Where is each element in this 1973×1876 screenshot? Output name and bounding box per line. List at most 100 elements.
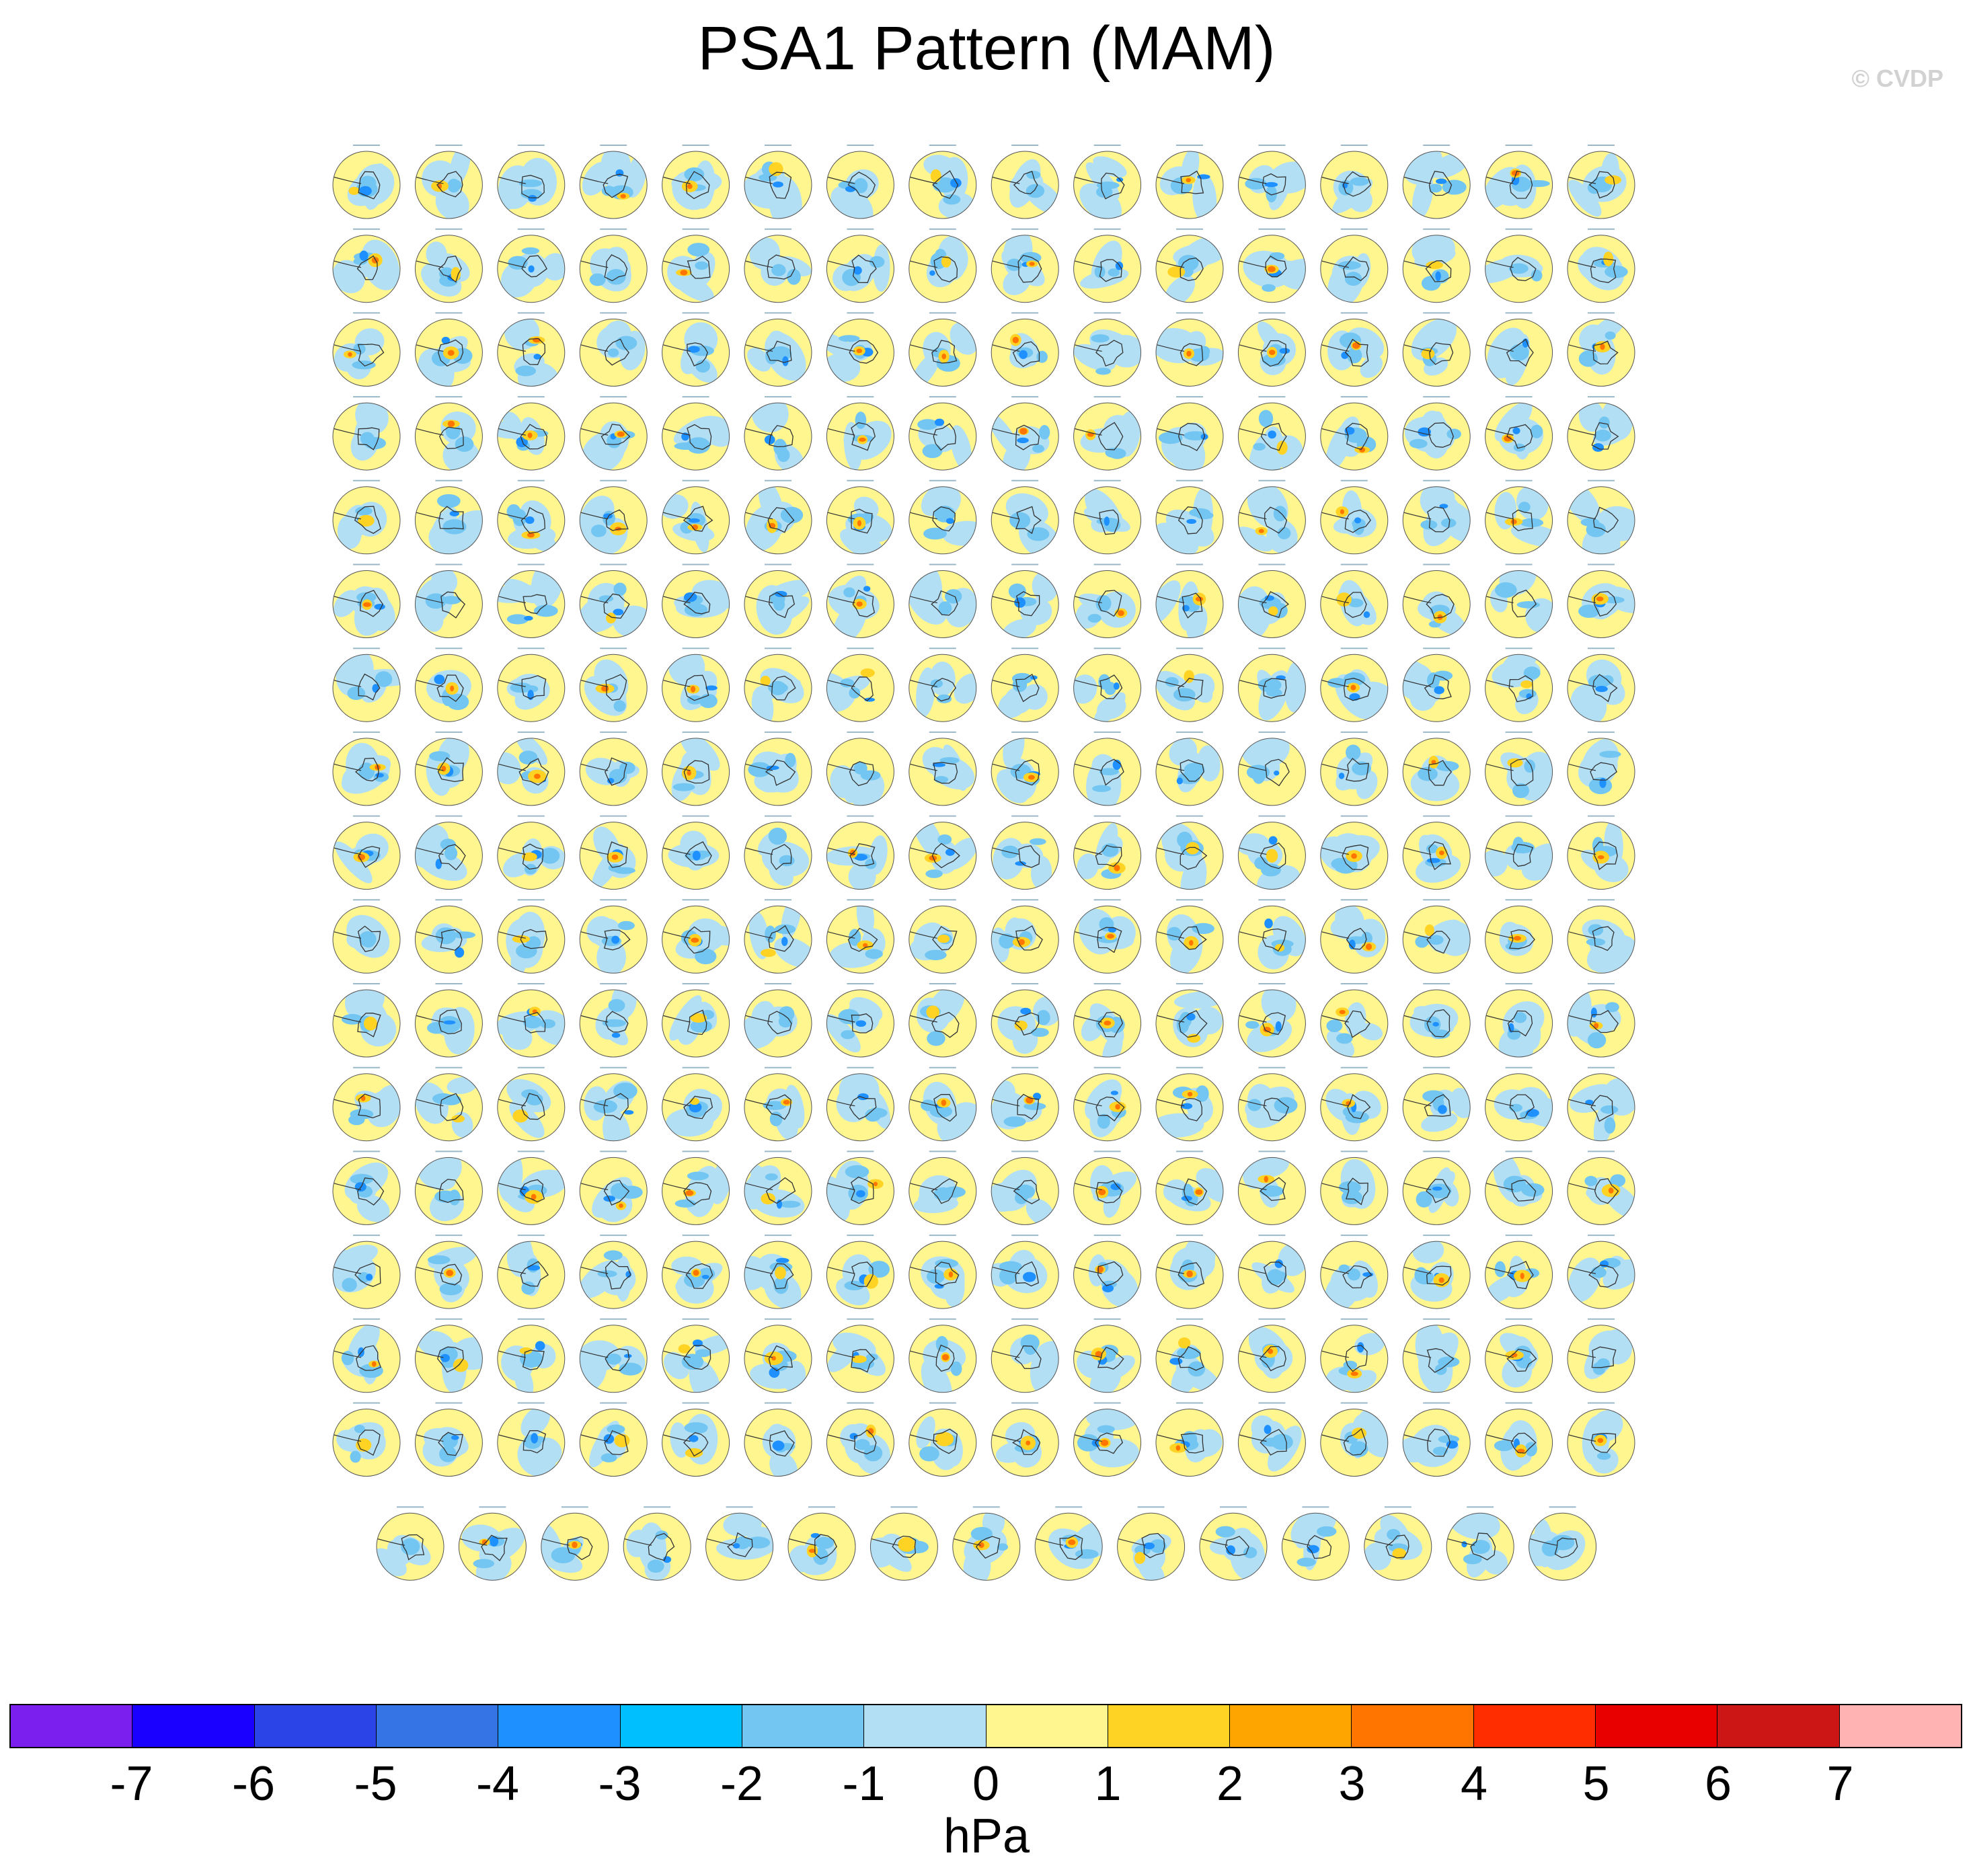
colorbar-segment — [1352, 1705, 1474, 1747]
map-panel — [1485, 1235, 1553, 1309]
map-panel — [1567, 1402, 1635, 1477]
map-panel — [1155, 312, 1224, 387]
map-panel — [826, 731, 894, 806]
map-panel — [497, 983, 566, 1058]
colorbar-segment — [132, 1705, 255, 1747]
map-panel — [1155, 648, 1224, 722]
map-panel — [579, 731, 648, 806]
map-panel — [908, 983, 977, 1058]
map-panel — [579, 396, 648, 471]
map-panel — [1073, 731, 1142, 806]
map-panel — [662, 648, 730, 722]
colorbar-segment — [254, 1705, 377, 1747]
map-panel — [1237, 228, 1306, 303]
map-panel — [1073, 228, 1142, 303]
map-panel — [332, 312, 401, 387]
map-panel — [1320, 1066, 1389, 1142]
map-panel — [497, 563, 566, 638]
map-panel — [579, 1235, 648, 1309]
map-panel — [1155, 479, 1224, 555]
map-panel — [1237, 899, 1306, 974]
map-panel — [908, 1402, 977, 1477]
colorbar-segment — [1839, 1705, 1961, 1747]
map-panel — [1237, 731, 1306, 806]
colorbar-tick-label: -1 — [842, 1757, 886, 1811]
map-panel — [1073, 899, 1142, 974]
map-panel — [1155, 396, 1224, 471]
colorbar-segment — [742, 1705, 865, 1747]
map-panel — [908, 312, 977, 387]
map-panel — [1237, 1235, 1306, 1309]
map-panel — [744, 983, 812, 1058]
map-panel — [991, 228, 1059, 303]
map-panel — [1364, 1506, 1432, 1581]
map-panel — [1155, 731, 1224, 806]
map-panel — [1073, 815, 1142, 890]
map-panel — [1402, 479, 1471, 555]
map-panel — [1237, 563, 1306, 638]
map-panel — [1567, 815, 1635, 890]
colorbar-tick-label: -4 — [475, 1757, 520, 1811]
map-panel — [826, 479, 894, 555]
map-panel — [1155, 815, 1224, 890]
map-panel — [662, 1318, 730, 1393]
map-panel — [1237, 1318, 1306, 1393]
map-panel — [991, 1150, 1059, 1225]
map-panel — [497, 1066, 566, 1142]
map-panel — [1485, 479, 1553, 555]
colorbar-segment — [498, 1705, 621, 1747]
colorbar-segment — [864, 1705, 986, 1747]
map-panel — [662, 1235, 730, 1309]
map-panel — [376, 1506, 444, 1581]
map-panel — [908, 899, 977, 974]
map-panel — [414, 145, 483, 219]
map-panel — [662, 228, 730, 303]
map-panel — [991, 1235, 1059, 1309]
map-panel — [1567, 648, 1635, 722]
colorbar-segment — [11, 1705, 133, 1747]
map-panel — [991, 1066, 1059, 1142]
colorbar-tick-label: 4 — [1460, 1757, 1488, 1811]
map-panel — [1320, 479, 1389, 555]
map-panel — [991, 731, 1059, 806]
map-panel — [497, 648, 566, 722]
map-panel — [497, 228, 566, 303]
map-panel — [332, 648, 401, 722]
map-panel — [744, 899, 812, 974]
map-panel — [826, 1150, 894, 1225]
map-panel — [744, 1402, 812, 1477]
map-panel — [1567, 983, 1635, 1058]
map-panel — [826, 396, 894, 471]
map-panel — [497, 1402, 566, 1477]
map-panel — [332, 1402, 401, 1477]
map-panel — [1567, 563, 1635, 638]
map-panel — [497, 1235, 566, 1309]
map-panel — [1155, 228, 1224, 303]
map-panel — [1320, 731, 1389, 806]
map-panel — [826, 228, 894, 303]
map-panel — [1485, 648, 1553, 722]
map-panel — [744, 731, 812, 806]
map-panel — [826, 1402, 894, 1477]
map-panel — [579, 983, 648, 1058]
map-panel — [1237, 983, 1306, 1058]
map-panel — [1402, 1402, 1471, 1477]
map-panel — [1073, 1402, 1142, 1477]
map-panel — [869, 1506, 938, 1581]
map-panel — [1073, 1150, 1142, 1225]
map-panel — [1320, 1318, 1389, 1393]
map-panel — [1117, 1506, 1186, 1581]
map-panel — [991, 145, 1059, 219]
map-panel — [662, 396, 730, 471]
map-panel — [991, 1318, 1059, 1393]
map-panel — [908, 1318, 977, 1393]
map-panel — [826, 312, 894, 387]
map-panel — [414, 648, 483, 722]
map-panel — [1155, 1318, 1224, 1393]
map-panel — [1073, 1066, 1142, 1142]
colorbar-segment — [1596, 1705, 1718, 1747]
colorbar-segment — [1230, 1705, 1352, 1747]
map-panel — [497, 396, 566, 471]
map-panel — [579, 228, 648, 303]
map-panel — [414, 396, 483, 471]
